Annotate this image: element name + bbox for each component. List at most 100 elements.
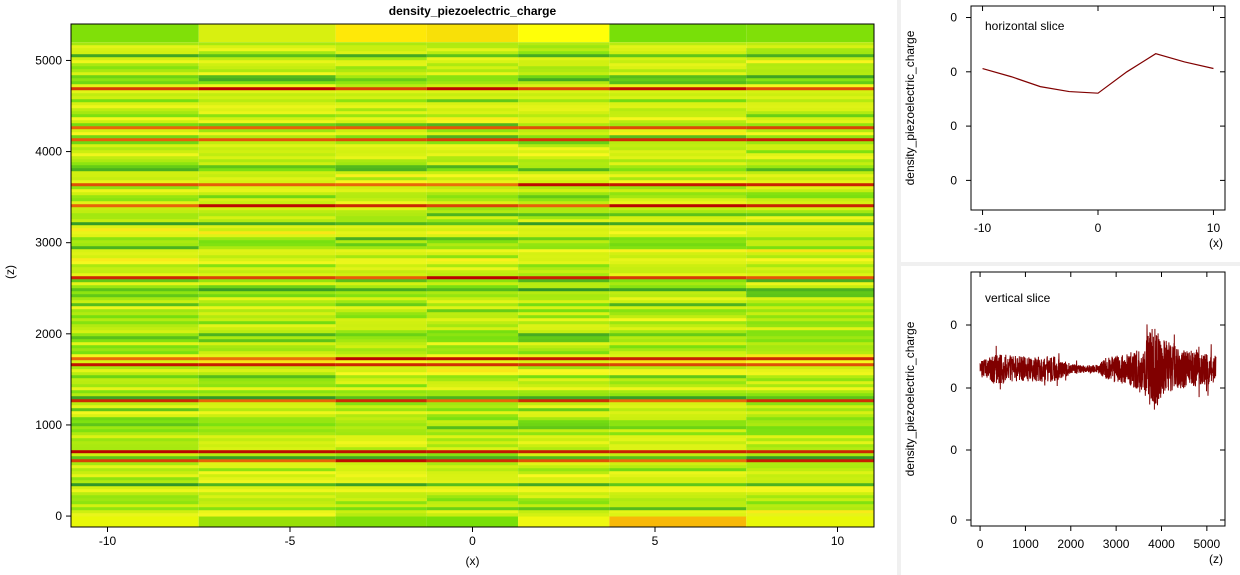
heatmap-cell	[518, 342, 610, 346]
heatmap-cell	[746, 153, 874, 157]
heatmap-cell	[518, 471, 610, 475]
heatmap-cell	[335, 48, 427, 52]
heatmap-cell	[609, 357, 747, 361]
heatmap-cell	[71, 75, 199, 79]
heatmap-panel: -10 -5 0 5 10 0 1000 2000 3000 4000 5000 density_pi…	[0, 0, 897, 575]
heatmap-cell	[518, 477, 610, 481]
heatmap-cell	[426, 237, 519, 241]
heatmap-cell	[426, 291, 519, 295]
heatmap-cell	[198, 258, 336, 262]
heatmap-cell	[746, 192, 874, 196]
heatmap-cell	[335, 231, 427, 235]
heatmap-cell	[71, 282, 199, 286]
heatmap-cell	[609, 363, 747, 367]
heatmap-cell	[518, 57, 610, 61]
heatmap-cell	[609, 195, 747, 199]
heatmap-cell	[335, 330, 427, 334]
heatmap-cell	[335, 267, 427, 271]
heatmap-cell	[518, 399, 610, 403]
heatmap-cell	[426, 276, 519, 280]
heatmap-cell	[746, 141, 874, 145]
heatmap-cell	[198, 471, 336, 475]
heatmap-cell	[71, 474, 199, 478]
heatmap-cell	[609, 159, 747, 163]
y-tick-label: 0	[55, 509, 62, 523]
heatmap-cell	[71, 339, 199, 343]
heatmap-cell	[609, 132, 747, 136]
heatmap-cell	[518, 372, 610, 376]
heatmap-cell	[746, 486, 874, 490]
vslice-y-tick-label: 0	[950, 443, 957, 457]
heatmap-cell	[518, 177, 610, 181]
heatmap-cell	[198, 501, 336, 505]
vslice-x-tick-label: 1000	[1012, 537, 1039, 551]
heatmap-cell	[198, 273, 336, 277]
heatmap-cell	[746, 324, 874, 328]
heatmap-cell	[426, 177, 519, 181]
heatmap-cell	[71, 168, 199, 172]
heatmap-cell	[609, 276, 747, 280]
heatmap-cell	[426, 216, 519, 220]
heatmap-cell	[71, 399, 199, 403]
heatmap-cell	[746, 117, 874, 121]
heatmap-cell	[198, 330, 336, 334]
heatmap-cell	[609, 297, 747, 301]
heatmap-cell	[609, 420, 747, 424]
heatmap-cell	[609, 186, 747, 190]
heatmap-cell	[746, 162, 874, 166]
heatmap-cell	[335, 57, 427, 61]
heatmap-cell	[198, 432, 336, 436]
heatmap-cell	[335, 201, 427, 205]
heatmap-cell	[426, 159, 519, 163]
heatmap-cell	[518, 339, 610, 343]
heatmap-cell	[198, 192, 336, 196]
heatmap-cell	[518, 219, 610, 223]
heatmap-cell	[746, 189, 874, 193]
heatmap-cell	[518, 297, 610, 301]
heatmap-cell	[335, 216, 427, 220]
heatmap-cell	[609, 72, 747, 76]
heatmap-cell	[71, 324, 199, 328]
heatmap-cell	[426, 480, 519, 484]
heatmap-cell	[335, 147, 427, 151]
heatmap-cell	[335, 96, 427, 100]
heatmap-cell	[426, 474, 519, 478]
heatmap-cell	[518, 315, 610, 319]
heatmap-cell	[746, 69, 874, 73]
heatmap-cell	[609, 189, 747, 193]
heatmap-cell	[335, 180, 427, 184]
heatmap-cell	[71, 417, 199, 421]
heatmap-cell	[335, 228, 427, 232]
heatmap-cell	[746, 309, 874, 313]
heatmap-cell	[426, 138, 519, 142]
heatmap-cell	[609, 360, 747, 364]
heatmap-cell	[518, 264, 610, 268]
heatmap-cell	[426, 117, 519, 121]
heatmap-cell	[198, 414, 336, 418]
heatmap-cell	[518, 402, 610, 406]
heatmap-cell	[335, 438, 427, 442]
heatmap-cell	[71, 246, 199, 250]
heatmap-cell	[746, 402, 874, 406]
heatmap-cell	[198, 75, 336, 79]
heatmap-cell	[198, 234, 336, 238]
heatmap-cell	[426, 390, 519, 394]
heatmap-top-cell	[746, 24, 874, 43]
heatmap-cell	[335, 444, 427, 448]
heatmap-cell	[335, 492, 427, 496]
y-tick-label: 1000	[35, 418, 62, 432]
heatmap-cell	[518, 192, 610, 196]
heatmap-cell	[335, 63, 427, 67]
heatmap-cell	[609, 57, 747, 61]
heatmap-cell	[746, 393, 874, 397]
heatmap-cell	[71, 495, 199, 499]
vslice-y-tick-label: 0	[950, 513, 957, 527]
heatmap-cell	[426, 57, 519, 61]
heatmap-top-cell	[71, 24, 199, 43]
heatmap-cell	[71, 432, 199, 436]
hslice-x-tick-label: -10	[974, 221, 992, 235]
heatmap-cell	[609, 495, 747, 499]
heatmap-cell	[746, 81, 874, 85]
heatmap-cell	[518, 510, 610, 514]
heatmap-cell	[198, 96, 336, 100]
